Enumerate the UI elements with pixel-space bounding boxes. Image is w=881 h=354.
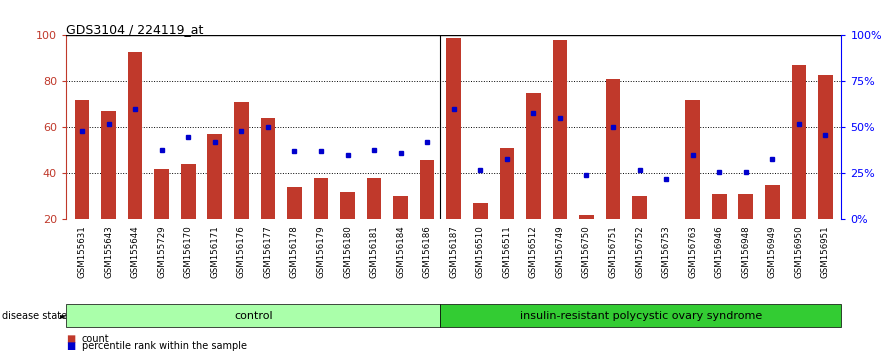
Bar [75,100,89,219]
Bar [791,65,806,219]
Bar [261,118,275,219]
Bar [181,164,196,219]
Bar [500,148,515,219]
Text: ■: ■ [66,341,75,351]
Text: disease state: disease state [2,311,67,321]
Bar [393,196,408,219]
Bar [287,187,301,219]
Bar [738,194,753,219]
Bar [552,40,567,219]
Text: GDS3104 / 224119_at: GDS3104 / 224119_at [66,23,204,36]
Text: insulin-resistant polycystic ovary syndrome: insulin-resistant polycystic ovary syndr… [520,311,762,321]
Bar [314,178,329,219]
Text: control: control [233,311,272,321]
Bar [818,74,833,219]
Bar [712,194,727,219]
Bar [207,134,222,219]
Bar [765,185,780,219]
Bar [154,169,169,219]
Bar [340,192,355,219]
Bar [526,93,541,219]
Bar [420,160,434,219]
Bar [633,196,647,219]
Bar [579,215,594,219]
Text: ►: ► [60,312,66,320]
Text: ■: ■ [66,334,75,344]
Bar [101,111,116,219]
Bar [473,203,487,219]
Bar [366,178,381,219]
Bar [234,102,248,219]
Bar [606,79,620,219]
Text: percentile rank within the sample: percentile rank within the sample [82,341,247,351]
Bar [128,51,143,219]
Text: count: count [82,334,109,344]
Bar [447,38,461,219]
Bar [685,100,700,219]
Bar [659,219,673,229]
